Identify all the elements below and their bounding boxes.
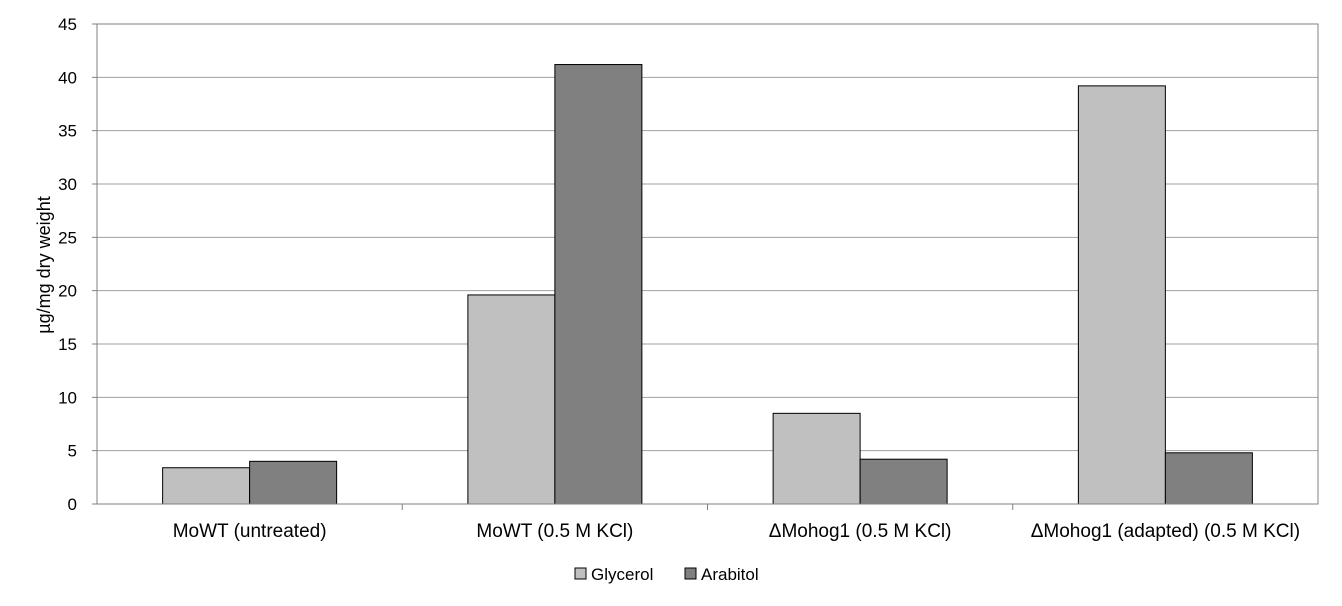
bar-arabitol-0 bbox=[249, 460, 338, 505]
bar-arabitol-2 bbox=[859, 458, 948, 505]
x-category-labels: MoWT (untreated) MoWT (0.5 M KCl) ΔMohog1 … bbox=[173, 521, 1300, 542]
y-tick-label: 35 bbox=[58, 122, 77, 141]
legend-label-glycerol: Glycerol bbox=[591, 565, 653, 584]
x-category-label: ΔMohog1 (adapted) (0.5 M KCl) bbox=[1031, 521, 1300, 542]
x-category-label: ΔMohog1 (0.5 M KCl) bbox=[769, 521, 952, 542]
y-tick-label: 0 bbox=[68, 495, 77, 514]
bars bbox=[162, 64, 1253, 505]
bar-glycerol-0 bbox=[162, 467, 251, 505]
y-tick-label: 25 bbox=[58, 228, 77, 247]
legend-swatch-glycerol bbox=[574, 567, 587, 580]
y-tick-label: 5 bbox=[68, 442, 77, 461]
axes bbox=[96, 23, 1319, 510]
legend: Glycerol Arabitol bbox=[574, 565, 759, 584]
y-tick-label: 45 bbox=[58, 15, 77, 34]
bar-glycerol-1 bbox=[467, 294, 556, 505]
bar-arabitol-3 bbox=[1164, 452, 1253, 505]
x-category-label: MoWT (0.5 M KCl) bbox=[476, 521, 633, 542]
y-tick-label: 20 bbox=[58, 282, 77, 301]
y-tick-label: 15 bbox=[58, 335, 77, 354]
legend-swatch-arabitol bbox=[684, 567, 697, 580]
legend-label-arabitol: Arabitol bbox=[701, 565, 759, 584]
bar-arabitol-1 bbox=[554, 64, 643, 505]
bar-glycerol-3 bbox=[1077, 85, 1166, 505]
x-category-label: MoWT (untreated) bbox=[173, 521, 327, 542]
bar-glycerol-2 bbox=[772, 412, 861, 505]
y-tick-labels: 0 5 10 15 20 25 30 35 40 45 bbox=[58, 15, 77, 514]
y-tick-label: 10 bbox=[58, 388, 77, 407]
y-tick-label: 30 bbox=[58, 175, 77, 194]
y-axis-title: µg/mg dry weight bbox=[34, 196, 54, 333]
y-tick-label: 40 bbox=[58, 68, 77, 87]
